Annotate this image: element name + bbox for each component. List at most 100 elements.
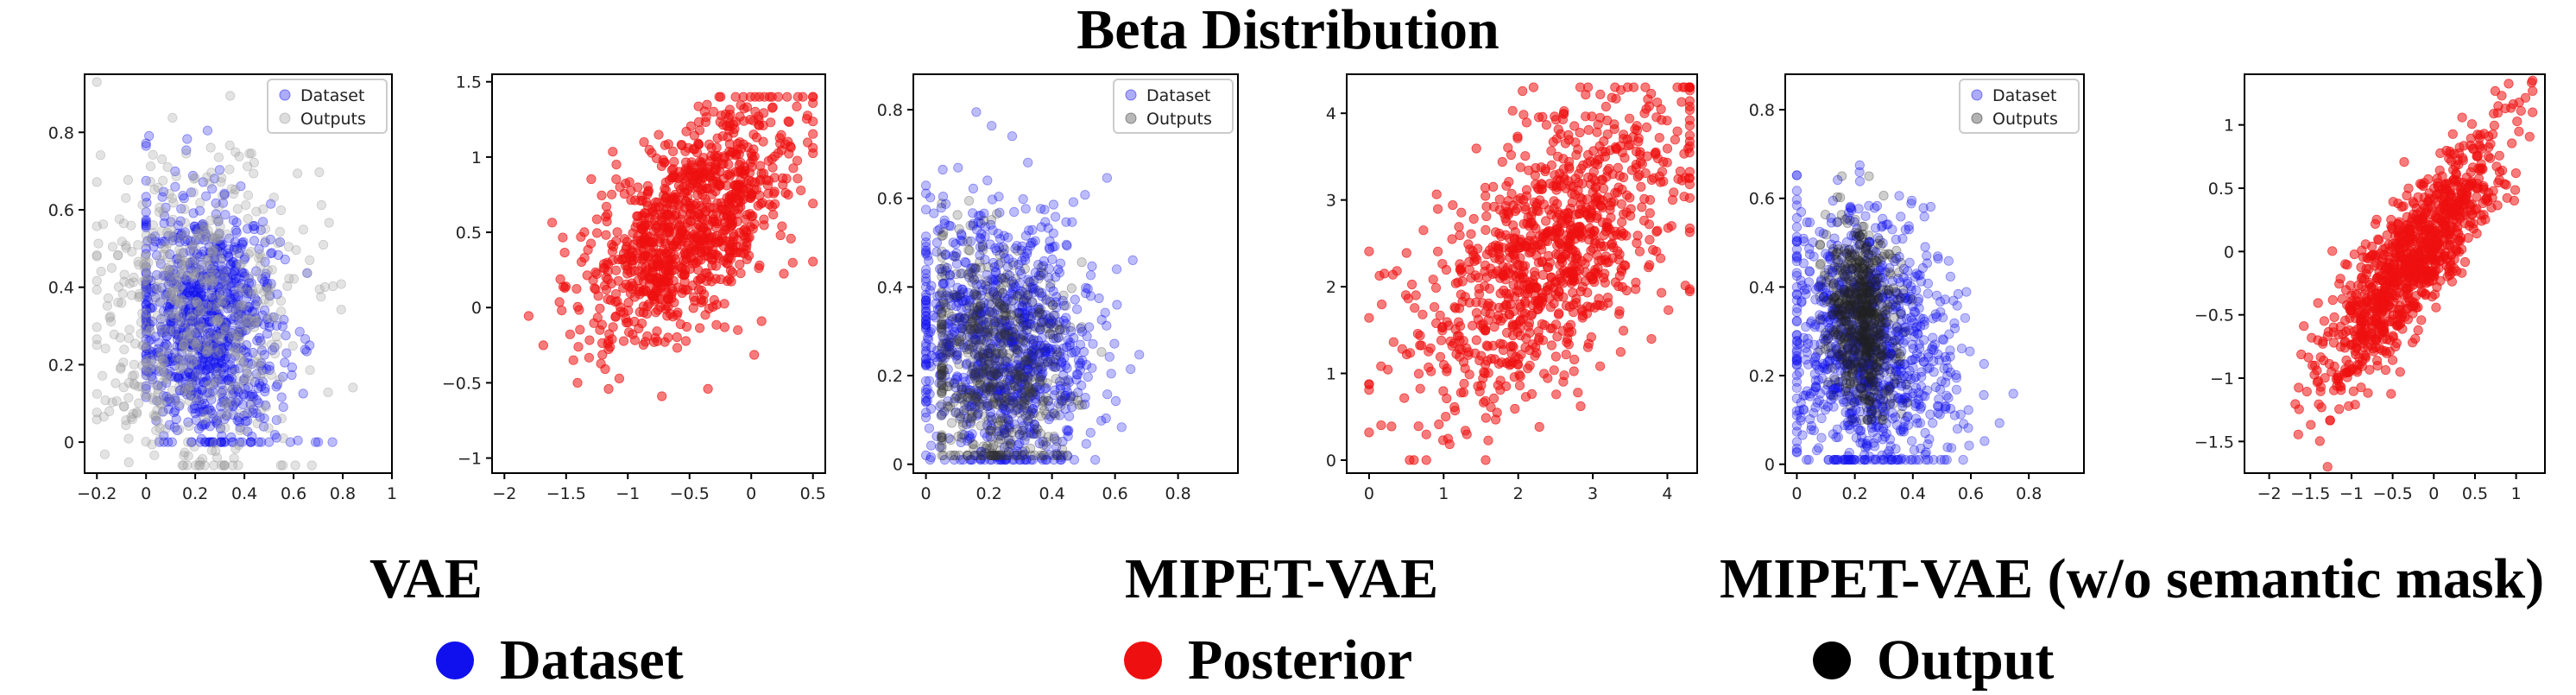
data-point-dataset	[163, 231, 174, 241]
data-point-posterior	[748, 130, 759, 140]
data-point-dataset	[1024, 391, 1034, 401]
data-point-dataset	[1013, 396, 1023, 407]
data-point-posterior	[1451, 349, 1462, 359]
data-point-dataset	[1008, 397, 1019, 408]
data-point-outputs	[186, 381, 196, 391]
data-point-outputs	[987, 434, 997, 445]
data-point-posterior	[659, 245, 669, 256]
data-point-dataset	[272, 379, 282, 389]
data-point-dataset	[223, 341, 233, 351]
data-point-posterior	[547, 218, 558, 228]
data-point-outputs	[213, 231, 224, 241]
data-point-dataset	[182, 326, 193, 338]
data-point-dataset	[191, 328, 201, 339]
data-point-outputs	[211, 445, 221, 456]
data-point-dataset	[1008, 342, 1019, 353]
data-point-dataset	[240, 252, 250, 262]
data-point-outputs	[151, 359, 161, 370]
x-tick-label: 0.6	[1102, 484, 1128, 503]
data-point-dataset	[141, 342, 151, 352]
data-point-dataset	[186, 390, 196, 401]
data-point-dataset	[191, 306, 201, 316]
data-point-dataset	[181, 312, 193, 322]
data-point-outputs	[227, 332, 237, 343]
data-point-dataset	[187, 404, 198, 414]
data-point-dataset	[228, 215, 238, 225]
data-point-posterior	[596, 358, 606, 369]
data-point-posterior	[595, 325, 605, 335]
data-point-dataset	[243, 273, 254, 283]
data-point-dataset	[1082, 331, 1092, 342]
data-point-dataset	[239, 254, 249, 264]
data-point-dataset	[1061, 313, 1071, 323]
data-point-dataset	[181, 145, 192, 155]
data-point-dataset	[141, 334, 151, 344]
data-point-outputs	[150, 411, 161, 421]
data-point-outputs	[179, 338, 189, 350]
data-point-posterior	[1528, 82, 1538, 92]
data-point-dataset	[170, 299, 180, 310]
data-point-dataset	[1031, 344, 1041, 355]
data-point-dataset	[216, 351, 226, 362]
data-point-dataset	[210, 376, 220, 388]
data-point-dataset	[179, 369, 190, 379]
x-tick-label: 0.2	[182, 484, 208, 503]
data-point-outputs	[937, 319, 947, 330]
data-point-dataset	[144, 130, 155, 142]
data-point-dataset	[164, 302, 174, 313]
legend-box	[267, 79, 388, 134]
data-point-outputs	[202, 346, 213, 357]
data-point-dataset	[1012, 360, 1022, 370]
data-point-outputs	[937, 369, 947, 379]
data-point-outputs	[119, 401, 129, 412]
data-point-dataset	[167, 356, 177, 366]
data-point-posterior	[693, 219, 704, 230]
data-point-dataset	[313, 437, 324, 447]
data-point-dataset	[170, 395, 180, 406]
data-point-outputs	[204, 178, 214, 188]
data-point-posterior	[1456, 207, 1467, 218]
data-point-dataset	[219, 280, 230, 290]
data-point-posterior	[1615, 347, 1626, 357]
data-point-posterior	[586, 174, 597, 185]
data-point-dataset	[187, 316, 198, 326]
data-point-dataset	[146, 284, 156, 294]
data-point-dataset	[1102, 389, 1113, 400]
data-point-dataset	[1015, 365, 1026, 376]
data-point-outputs	[156, 365, 167, 376]
data-point-outputs	[184, 395, 194, 407]
data-point-outputs	[202, 172, 212, 182]
data-point-dataset	[272, 289, 282, 300]
data-point-dataset	[230, 312, 240, 322]
data-point-outputs	[140, 250, 151, 261]
data-point-posterior	[676, 262, 686, 273]
data-point-dataset	[221, 317, 231, 327]
data-point-dataset	[988, 286, 998, 297]
data-point-dataset	[141, 268, 151, 278]
data-point-outputs	[192, 269, 202, 280]
data-point-dataset	[1026, 306, 1036, 316]
data-point-outputs	[237, 282, 247, 293]
data-point-dataset	[1012, 446, 1022, 457]
data-point-dataset	[154, 347, 164, 357]
data-point-outputs	[155, 434, 165, 445]
data-point-posterior	[711, 319, 722, 330]
data-point-dataset	[216, 437, 226, 447]
data-point-outputs	[1096, 347, 1107, 357]
data-point-dataset	[1040, 454, 1051, 465]
data-point-outputs	[1036, 262, 1046, 273]
data-point-dataset	[141, 364, 151, 375]
data-point-outputs	[1033, 274, 1044, 284]
data-point-outputs	[137, 308, 148, 319]
data-point-dataset	[195, 335, 205, 345]
data-point-dataset	[1051, 344, 1062, 355]
data-point-outputs	[98, 219, 109, 230]
data-point-dataset	[947, 330, 957, 340]
data-point-dataset	[1061, 382, 1071, 393]
data-point-outputs	[123, 174, 134, 185]
legend-marker	[1125, 112, 1137, 124]
data-point-outputs	[154, 285, 164, 295]
data-point-outputs	[985, 450, 995, 461]
data-point-outputs	[271, 332, 281, 342]
data-point-dataset	[1055, 347, 1065, 357]
